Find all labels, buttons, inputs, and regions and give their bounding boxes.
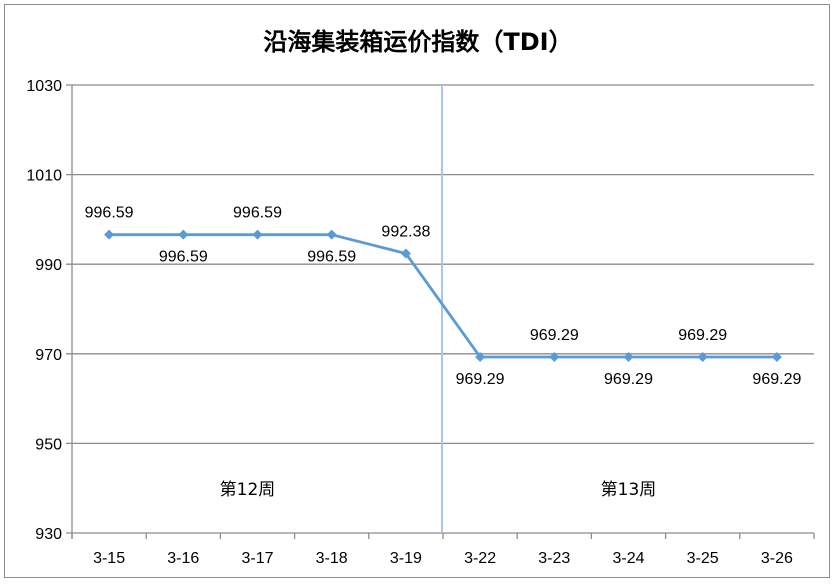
data-point [178, 229, 189, 240]
data-point [104, 229, 115, 240]
data-label: 969.29 [604, 371, 653, 388]
data-point [697, 351, 708, 362]
x-tick-label: 3-15 [93, 550, 125, 567]
data-label: 969.29 [530, 327, 579, 344]
data-label: 996.59 [159, 249, 208, 266]
x-axis-ticks: 3-15 3-16 3-17 3-18 3-19 3-22 3-23 3-24 3-25 3-26 [71, 533, 815, 567]
week-annotations: 第12周 第13周 [220, 480, 657, 500]
x-tick-label: 3-19 [390, 550, 422, 567]
series-line [104, 229, 782, 362]
data-label: 996.59 [307, 249, 356, 266]
x-tick-label: 3-24 [612, 550, 644, 567]
data-label: 969.29 [456, 371, 505, 388]
data-point [549, 351, 560, 362]
x-tick-label: 3-26 [761, 550, 793, 567]
week-annotation: 第12周 [220, 480, 276, 500]
y-tick-label: 990 [35, 257, 62, 274]
y-tick-label: 1010 [26, 168, 62, 185]
x-tick-label: 3-18 [316, 550, 348, 567]
data-label: 969.29 [678, 327, 727, 344]
series-polyline [109, 233, 777, 359]
chart-frame [4, 4, 830, 578]
data-point [623, 351, 634, 362]
x-tick-label: 3-22 [464, 550, 496, 567]
data-point [326, 229, 337, 240]
data-point [475, 351, 486, 362]
data-labels: 996.59 996.59 996.59 996.59 992.38 969.29 969.… [85, 205, 802, 388]
y-tick-label: 1030 [26, 78, 62, 95]
data-label: 992.38 [381, 224, 430, 241]
data-label: 996.59 [85, 205, 134, 222]
data-point [400, 248, 411, 259]
data-point [771, 351, 782, 362]
y-tick-label: 950 [35, 436, 62, 453]
y-tick-label: 970 [35, 347, 62, 364]
x-tick-label: 3-23 [538, 550, 570, 567]
week-annotation: 第13周 [601, 480, 657, 500]
data-label: 969.29 [752, 371, 801, 388]
x-tick-label: 3-17 [241, 550, 273, 567]
y-tick-label: 930 [35, 526, 62, 543]
data-label: 996.59 [233, 205, 282, 222]
chart-title: 沿海集装箱运价指数（TDI） [263, 28, 572, 56]
x-tick-label: 3-25 [687, 550, 719, 567]
data-point [252, 229, 263, 240]
grid-lines [66, 84, 814, 539]
x-tick-label: 3-16 [167, 550, 199, 567]
y-axis-ticks: 930 950 970 990 1010 1030 [26, 78, 62, 543]
